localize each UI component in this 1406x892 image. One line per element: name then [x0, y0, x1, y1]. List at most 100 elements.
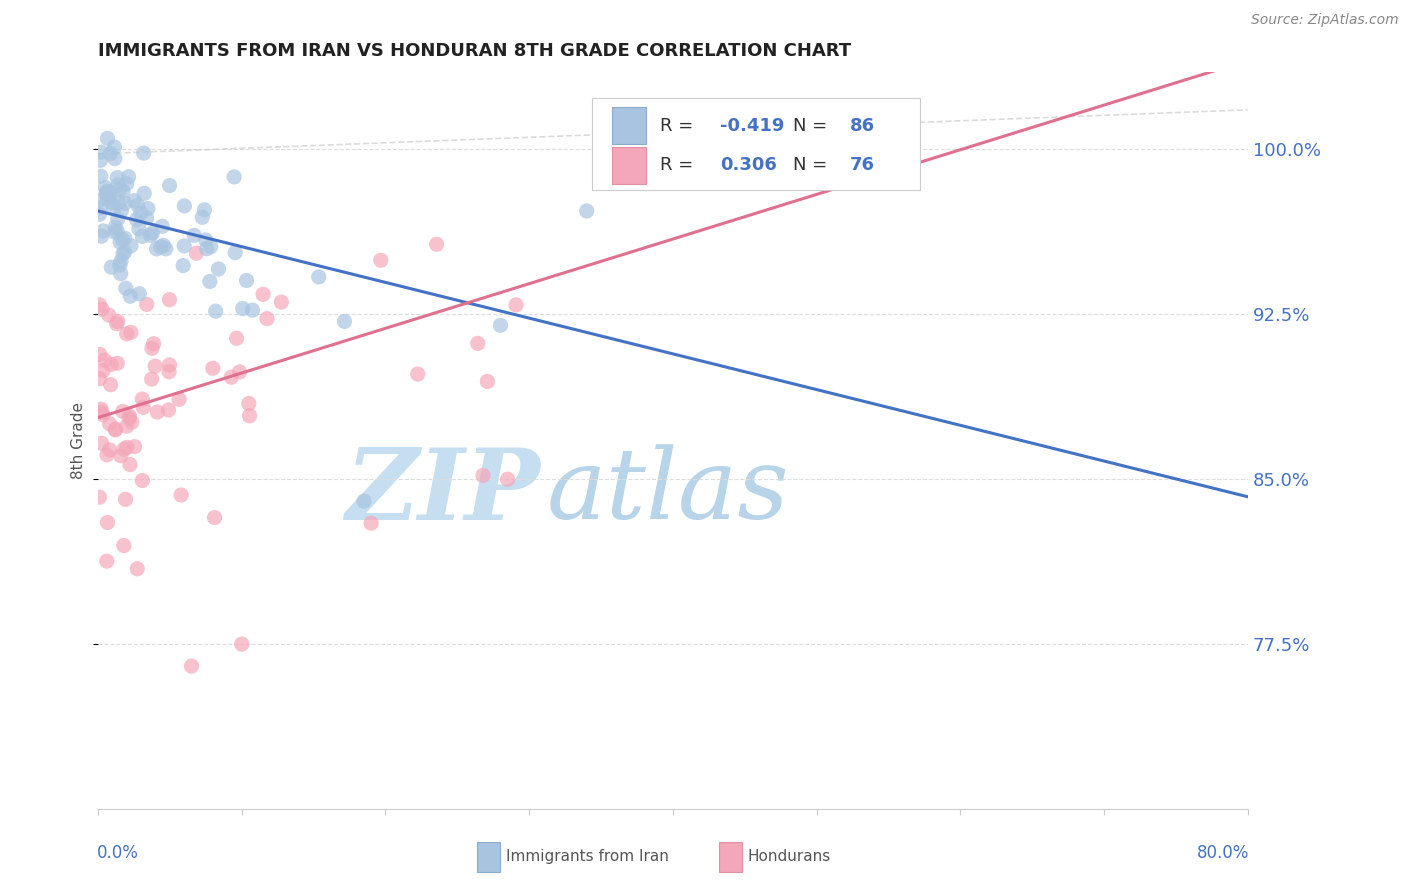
Point — [90, 402, 112, 417]
Point — [118, 411, 141, 425]
Point — [110, 203, 132, 218]
Point — [132, 401, 155, 415]
Point — [426, 237, 449, 252]
Point — [111, 246, 134, 260]
Point — [90, 436, 112, 450]
Point — [115, 419, 138, 434]
Text: 86: 86 — [851, 117, 875, 135]
Point — [118, 409, 141, 424]
Point — [131, 392, 153, 406]
Point — [107, 314, 129, 328]
Point — [201, 361, 224, 376]
Point — [204, 510, 226, 524]
Y-axis label: 8th Grade: 8th Grade — [72, 402, 86, 479]
Point — [114, 244, 136, 259]
Point — [100, 260, 122, 274]
Point — [308, 269, 330, 284]
Point — [120, 289, 142, 303]
Point — [231, 637, 253, 651]
Point — [105, 170, 128, 185]
Point — [107, 178, 129, 192]
Point — [239, 409, 262, 423]
Point — [228, 365, 250, 379]
Text: Source: ZipAtlas.com: Source: ZipAtlas.com — [1251, 13, 1399, 28]
Point — [194, 233, 217, 247]
Point — [112, 442, 135, 457]
Point — [124, 440, 146, 454]
Point — [98, 190, 121, 204]
Point — [167, 392, 190, 407]
Point — [90, 229, 112, 244]
Point — [270, 295, 292, 310]
Point — [93, 353, 115, 368]
Point — [96, 185, 118, 199]
Point — [107, 196, 129, 211]
Point — [100, 377, 122, 392]
Point — [183, 228, 205, 243]
Point — [114, 281, 136, 295]
Point — [91, 408, 114, 422]
Point — [225, 331, 247, 345]
FancyBboxPatch shape — [592, 98, 920, 190]
Point — [122, 194, 145, 208]
Text: Immigrants from Iran: Immigrants from Iran — [506, 849, 669, 864]
Point — [110, 267, 132, 281]
Point — [224, 245, 246, 260]
Point — [224, 169, 246, 184]
Point — [256, 311, 278, 326]
Point — [100, 195, 122, 210]
Point — [112, 539, 135, 553]
Text: N =: N = — [793, 117, 832, 135]
Bar — [718, 842, 742, 871]
Point — [128, 286, 150, 301]
Point — [96, 516, 118, 530]
Point — [108, 258, 131, 272]
Text: 80.0%: 80.0% — [1197, 844, 1249, 863]
Point — [139, 228, 162, 243]
Point — [150, 219, 173, 234]
Text: IMMIGRANTS FROM IRAN VS HONDURAN 8TH GRADE CORRELATION CHART: IMMIGRANTS FROM IRAN VS HONDURAN 8TH GRA… — [98, 42, 851, 60]
Point — [489, 318, 512, 333]
Point — [104, 422, 127, 436]
Point — [114, 196, 136, 211]
Point — [94, 180, 117, 194]
Point — [136, 202, 159, 216]
Point — [98, 417, 121, 431]
Point — [90, 145, 112, 160]
Point — [127, 198, 149, 212]
Point — [467, 336, 489, 351]
Point — [134, 186, 156, 201]
Text: atlas: atlas — [547, 444, 789, 540]
Point — [141, 372, 163, 386]
Point — [105, 224, 128, 238]
Point — [186, 246, 208, 260]
Point — [232, 301, 254, 316]
Text: R =: R = — [661, 156, 699, 175]
Point — [103, 140, 125, 154]
Point — [108, 182, 131, 196]
Point — [157, 293, 180, 307]
Point — [242, 303, 264, 318]
Point — [110, 449, 132, 463]
Point — [112, 184, 135, 198]
Point — [90, 302, 112, 317]
Point — [157, 365, 180, 379]
Point — [89, 372, 111, 386]
Point — [198, 274, 221, 288]
Point — [96, 554, 118, 568]
Point — [89, 298, 111, 312]
Point — [111, 233, 134, 247]
Point — [149, 240, 172, 254]
Point — [90, 405, 112, 419]
Point — [195, 242, 218, 256]
Point — [157, 403, 180, 417]
Point — [104, 152, 127, 166]
Text: -0.419: -0.419 — [720, 117, 785, 135]
Point — [121, 415, 143, 429]
Point — [477, 375, 499, 389]
Text: 0.0%: 0.0% — [97, 844, 139, 863]
Point — [105, 356, 128, 370]
Text: Hondurans: Hondurans — [748, 849, 831, 864]
Point — [97, 308, 120, 322]
Bar — [612, 107, 647, 144]
